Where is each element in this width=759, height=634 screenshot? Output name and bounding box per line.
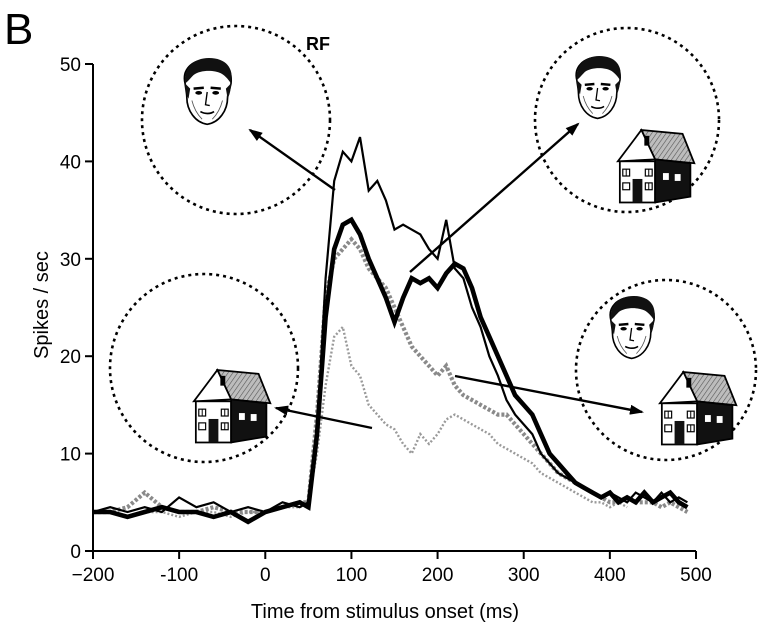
x-tick-label: -100 — [160, 565, 198, 586]
x-tick-label: 500 — [680, 565, 712, 586]
face-icon — [183, 56, 234, 126]
y-tick-label: 10 — [60, 445, 81, 466]
house-icon — [616, 129, 696, 204]
y-axis-title: Spikes / sec — [31, 251, 53, 359]
rf-circle-face-and-house — [533, 26, 721, 214]
x-tick-label: 300 — [508, 565, 540, 586]
panel-letter: B — [4, 5, 33, 54]
face-icon — [608, 294, 656, 360]
x-tick-label: 200 — [422, 565, 454, 586]
house-icon — [658, 371, 738, 446]
x-ticks: −200 -100 0 100 200 300 400 500 — [72, 551, 712, 586]
series-line-3 — [93, 324, 628, 519]
rf-circle-house-and-face — [574, 278, 758, 462]
arrow-to-house-and-face — [454, 374, 644, 415]
y-tick-label: 30 — [60, 250, 81, 271]
face-icon — [574, 54, 622, 120]
y-tick-label: 40 — [60, 152, 81, 173]
x-tick-label: 0 — [260, 565, 271, 586]
series-line-4 — [93, 236, 689, 515]
x-tick-label: 400 — [594, 565, 626, 586]
y-tick-label: 0 — [70, 542, 81, 563]
arrow-to-face-and-house — [409, 122, 580, 273]
series-line-1 — [92, 136, 688, 514]
y-tick-label: 50 — [60, 55, 81, 76]
arrow-to-house-alone — [274, 405, 373, 430]
axes — [92, 64, 696, 552]
house-icon — [192, 369, 272, 444]
x-tick-label: −200 — [72, 565, 115, 586]
rf-label: RF — [306, 34, 330, 54]
y-tick-label: 20 — [60, 347, 81, 368]
rf-circle-house-alone — [108, 272, 300, 464]
arrow-to-face-alone — [248, 128, 336, 191]
data-series — [92, 136, 689, 525]
series-line-2 — [93, 216, 689, 525]
y-ticks: 0 10 20 30 40 50 — [60, 55, 93, 563]
x-axis-title: Time from stimulus onset (ms) — [251, 601, 519, 623]
rf-circle-face-alone — [140, 24, 332, 216]
x-tick-label: 100 — [336, 565, 368, 586]
